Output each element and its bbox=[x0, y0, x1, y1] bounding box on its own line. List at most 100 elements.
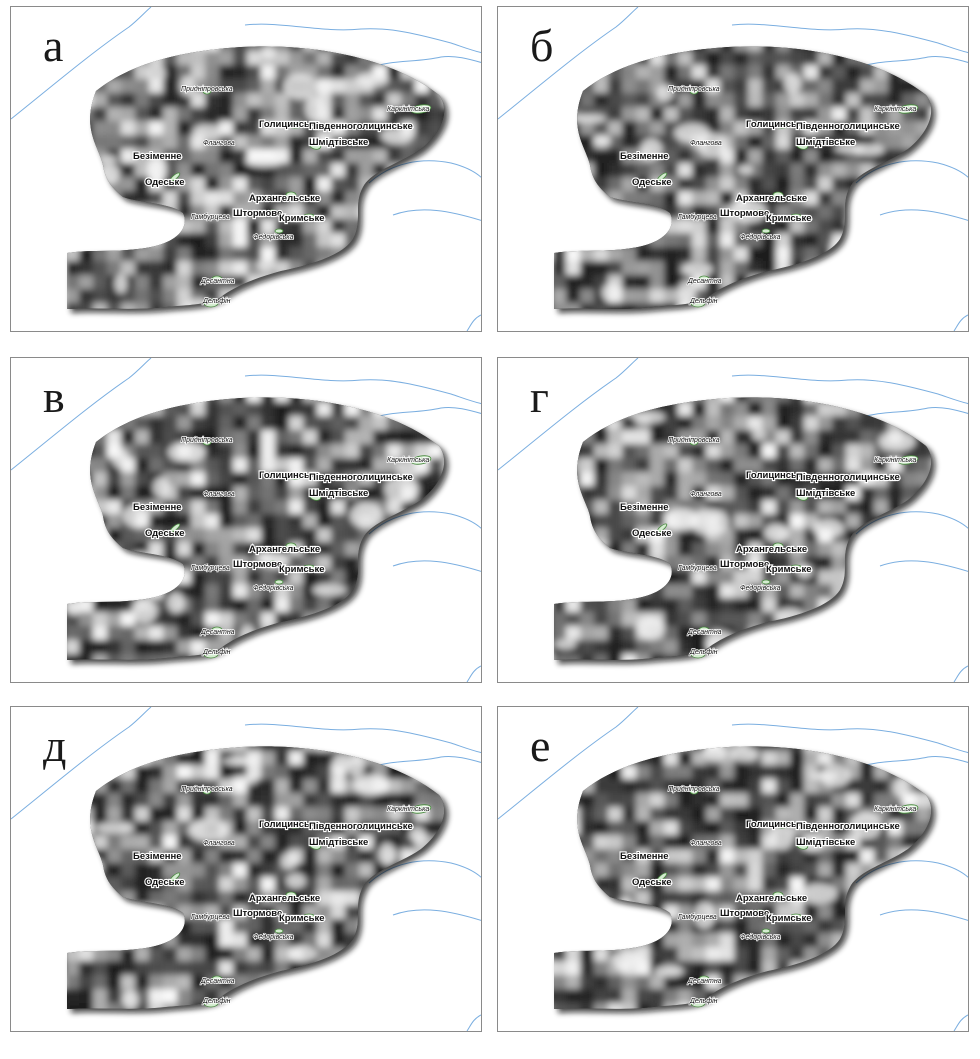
label-hamburtseva: Гамбурцева bbox=[678, 213, 717, 221]
coastline-6 bbox=[466, 1014, 481, 1031]
label-hamburtseva: Гамбурцева bbox=[191, 564, 230, 572]
deposit-outlines bbox=[169, 787, 432, 1008]
coastline-3 bbox=[853, 56, 968, 70]
place-labels: Придніпровська Каркінітська ГолицинськеПів… bbox=[132, 84, 430, 305]
label-odeske: Одеське bbox=[632, 177, 672, 188]
label-desantna: Десантна bbox=[687, 278, 722, 285]
label-shtormove: Штормове bbox=[233, 208, 282, 219]
coastline-1 bbox=[498, 358, 639, 471]
label-pradniprovska: Придніпровська bbox=[668, 436, 720, 444]
label-fedorivska: Федорівська bbox=[740, 584, 781, 592]
deposit-outline-icon bbox=[698, 626, 710, 634]
label-delfin: Дельфін bbox=[689, 297, 718, 305]
map-canvas: Придніпровська Каркінітська ГолицинськеПів… bbox=[11, 358, 481, 682]
place-labels: Придніпровська Каркінітська ГолицинськеПів… bbox=[132, 784, 430, 1005]
deposit-outline-icon bbox=[267, 209, 279, 217]
deposit-outlines bbox=[656, 787, 919, 1008]
coastline-6 bbox=[466, 665, 481, 682]
map-canvas: Придніпровська Каркінітська ГолицинськеПів… bbox=[11, 707, 481, 1031]
label-bezimenne: Безіменне bbox=[133, 502, 182, 513]
coastline-2 bbox=[731, 723, 968, 754]
label-desantna: Десантна bbox=[200, 629, 235, 636]
label-karkinitska: Каркінітська bbox=[874, 456, 916, 464]
deposit-outline-icon bbox=[690, 298, 706, 308]
coastline-5 bbox=[879, 909, 968, 921]
coastline-2 bbox=[731, 23, 968, 54]
map-canvas: Придніпровська Каркінітська ГолицинськеПів… bbox=[498, 358, 968, 682]
label-pivdennogolytsynske: Південноголицинське bbox=[309, 121, 413, 132]
label-flanhova: Флангова bbox=[690, 140, 722, 147]
deposit-outline-icon bbox=[795, 840, 809, 850]
label-flanhova: Флангова bbox=[203, 840, 235, 847]
deposit-outline-icon bbox=[202, 438, 212, 446]
label-odeske: Одеське bbox=[145, 877, 185, 888]
label-karkinitska: Каркінітська bbox=[387, 805, 429, 813]
label-fedorivska: Федорівська bbox=[253, 233, 294, 241]
label-pivdennogolytsynske: Південноголицинське bbox=[309, 472, 413, 483]
deposit-outline-icon bbox=[789, 913, 803, 921]
deposit-outline-icon bbox=[169, 523, 181, 533]
deposit-outline-icon bbox=[285, 891, 297, 899]
deposit-outline-icon bbox=[169, 872, 181, 882]
label-golytsynske: Голицинське bbox=[259, 119, 320, 130]
coastline-1 bbox=[11, 358, 152, 471]
coastline-lines bbox=[11, 7, 481, 331]
label-karkinitska: Каркінітська bbox=[874, 805, 916, 813]
deposit-outline-icon bbox=[308, 491, 322, 501]
label-golytsynske: Голицинське bbox=[746, 119, 807, 130]
deposit-outline-icon bbox=[689, 787, 699, 795]
label-desantna: Десантна bbox=[687, 629, 722, 636]
map-canvas: Придніпровська Каркінітська ГолицинськеПів… bbox=[498, 7, 968, 331]
label-pradniprovska: Придніпровська bbox=[668, 785, 720, 793]
deposit-outline-icon bbox=[761, 228, 771, 234]
label-delfin: Дельфін bbox=[202, 997, 231, 1005]
label-arkhangelske: Архангельське bbox=[736, 544, 807, 555]
coastline-2 bbox=[731, 374, 968, 405]
deposit-outline-icon bbox=[302, 913, 316, 921]
deposit-outline-icon bbox=[698, 975, 710, 983]
surface-cells bbox=[554, 746, 932, 1010]
deposit-outline-icon bbox=[656, 872, 668, 882]
coastline-2 bbox=[244, 374, 481, 405]
deposit-outline-icon bbox=[288, 472, 306, 480]
deposit-outline-icon bbox=[211, 275, 223, 283]
coastline-6 bbox=[953, 314, 968, 331]
label-bezimenne: Безіменне bbox=[133, 151, 182, 162]
label-bezimenne: Безіменне bbox=[620, 151, 669, 162]
label-pivdennogolytsynske: Південноголицинське bbox=[309, 821, 413, 832]
deposit-outlines bbox=[169, 87, 432, 308]
label-krymske: Кримське bbox=[766, 564, 812, 575]
coastline-3 bbox=[853, 756, 968, 770]
label-golytsynske: Голицинське bbox=[746, 819, 807, 830]
deposit-outline-icon bbox=[302, 213, 316, 221]
coastline-6 bbox=[953, 1014, 968, 1031]
deposit-outline-icon bbox=[656, 523, 668, 533]
deposit-outline-icon bbox=[203, 298, 219, 308]
deposit-outline-icon bbox=[211, 975, 223, 983]
label-hamburtseva: Гамбурцева bbox=[678, 913, 717, 921]
interpolation-surface bbox=[67, 397, 449, 664]
deposit-outline-icon bbox=[267, 560, 279, 568]
interpolation-surface bbox=[554, 397, 936, 664]
deposit-outline-icon bbox=[288, 821, 306, 829]
surface-cells bbox=[67, 746, 445, 1010]
map-panel-4: Придніпровська Каркінітська Голицинське Пів… bbox=[497, 357, 969, 683]
label-bezimenne: Безіменне bbox=[133, 851, 182, 862]
deposit-outline-icon bbox=[754, 209, 766, 217]
label-shmidtivske: Шмідтівське bbox=[309, 837, 368, 848]
deposit-outline-icon bbox=[795, 140, 809, 150]
label-desantna: Десантна bbox=[687, 978, 722, 985]
label-krymske: Кримське bbox=[279, 913, 325, 924]
coastline-3 bbox=[366, 756, 481, 770]
coastline-2 bbox=[244, 723, 481, 754]
deposit-outline-icon bbox=[202, 787, 212, 795]
label-shmidtivske: Шмідтівське bbox=[796, 837, 855, 848]
label-odeske: Одеське bbox=[632, 528, 672, 539]
interpolation-surface bbox=[554, 746, 936, 1013]
label-pradniprovska: Придніпровська bbox=[181, 785, 233, 793]
deposit-outline-icon bbox=[754, 560, 766, 568]
deposit-outline-icon bbox=[211, 626, 223, 634]
deposit-outline-icon bbox=[285, 191, 297, 199]
map-canvas: Придніпровська Каркінітська ГолицинськеПів… bbox=[11, 7, 481, 331]
label-arkhangelske: Архангельське bbox=[249, 893, 320, 904]
